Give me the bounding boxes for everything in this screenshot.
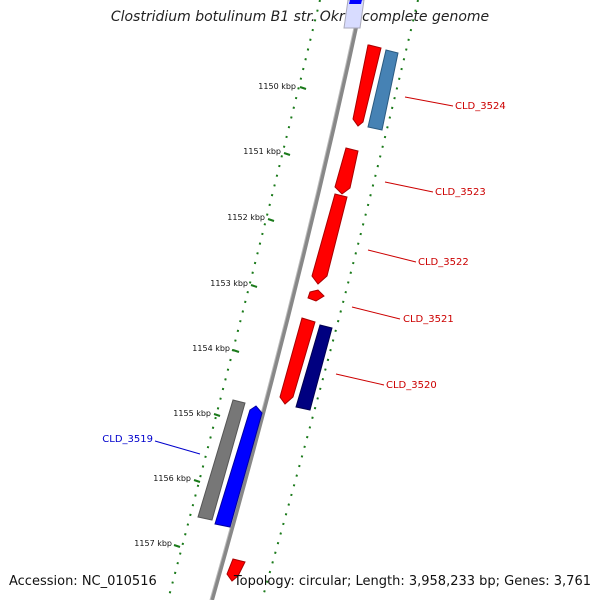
gene-label[interactable]: CLD_3522 — [418, 257, 469, 268]
gene-label[interactable]: CLD_3521 — [403, 314, 454, 325]
tick-mark — [299, 86, 307, 90]
leader-line — [384, 181, 434, 193]
tick-label: 1150 kbp — [258, 82, 296, 91]
cds-feature-red — [311, 193, 348, 285]
cds-feature-blue — [214, 405, 263, 528]
gene-label[interactable]: CLD_3523 — [435, 187, 486, 198]
gene-label[interactable]: CLD_3519 — [102, 434, 153, 445]
accession-text: Accession: NC_010516 — [9, 574, 157, 589]
tick-mark — [213, 413, 221, 417]
tick-label: 1152 kbp — [227, 213, 265, 222]
tick-label: 1153 kbp — [210, 279, 248, 288]
leader-line — [367, 249, 417, 263]
genome-backbone — [210, 0, 364, 600]
inner-dotted-track — [167, 0, 321, 600]
tick-mark — [232, 349, 240, 353]
cds-feature-red-bottom — [226, 558, 246, 582]
tick-label: 1157 kbp — [134, 539, 172, 548]
cds-feature-blue-top — [343, 0, 365, 29]
tick-mark — [193, 479, 201, 483]
map-title: Clostridium botulinum B1 str. Okra, comp… — [110, 9, 490, 25]
leader-line — [404, 96, 454, 107]
cds-feature-red — [352, 44, 382, 127]
tick-mark — [267, 218, 275, 222]
cds-feature-red — [307, 289, 325, 302]
tick-mark — [250, 284, 258, 288]
gene-label[interactable]: CLD_3520 — [386, 380, 437, 391]
cds-feature-navy — [295, 324, 333, 411]
cds-feature-red — [279, 317, 316, 405]
leader-line — [351, 306, 401, 320]
tick-label: 1155 kbp — [173, 409, 211, 418]
outer-dotted-track — [261, 0, 419, 600]
tick-mark — [283, 152, 291, 156]
cds-feature-blue-top-core — [349, 0, 362, 4]
cds-feature-steelblue — [367, 49, 399, 131]
leader-line — [154, 440, 201, 455]
leader-lines — [154, 96, 454, 455]
tick-mark — [173, 544, 181, 548]
tick-label: 1156 kbp — [153, 474, 191, 483]
tick-marks — [173, 86, 307, 548]
genome-summary-text: Topology: circular; Length: 3,958,233 bp… — [233, 574, 591, 589]
cds-feature-gray — [197, 399, 246, 521]
gene-label[interactable]: CLD_3524 — [455, 101, 506, 112]
cds-feature-red — [334, 147, 359, 195]
leader-line — [335, 373, 385, 386]
tick-label: 1151 kbp — [243, 147, 281, 156]
tick-label: 1154 kbp — [192, 344, 230, 353]
